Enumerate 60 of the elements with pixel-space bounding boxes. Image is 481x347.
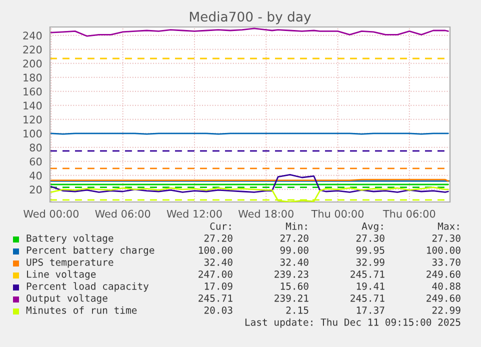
legend-label: Percent load capacity	[26, 282, 149, 292]
y-tick-label: 120	[24, 116, 42, 124]
text: 33.70	[432, 258, 460, 266]
legend-label: Output voltage	[26, 294, 108, 304]
text: 27.20	[280, 234, 308, 242]
text: 245.71	[350, 270, 384, 278]
x-tick-label: Wed 12:00	[166, 210, 222, 218]
x-tick-label: Thu 00:00	[311, 210, 364, 218]
y-tick-label: 80	[30, 144, 42, 152]
text: 239.23	[274, 270, 308, 278]
text: 20.03	[204, 306, 232, 314]
text: 15.60	[280, 282, 308, 290]
legend-label: UPS temperature	[26, 258, 114, 268]
x-tick-label: Thu 06:00	[382, 210, 436, 218]
text: 32.40	[280, 258, 308, 266]
line-series	[50, 174, 449, 193]
x-tick-label: Wed 18:00	[238, 210, 294, 218]
legend-label: Minutes of run time	[26, 306, 137, 314]
text: 32.99	[356, 258, 384, 266]
text: 100.00	[427, 246, 460, 254]
text: 99.95	[356, 246, 384, 254]
y-tick-label: 100	[24, 130, 42, 138]
text: Cur:	[210, 222, 231, 230]
text: Min:	[286, 222, 307, 230]
text: Max:	[438, 222, 459, 230]
text: 22.99	[432, 306, 460, 314]
y-tick-label: 200	[23, 60, 42, 68]
text: 245.71	[198, 294, 232, 302]
text: 2.15	[286, 306, 308, 314]
y-tick-label: 180	[24, 74, 42, 82]
y-tick-label: 160	[24, 88, 42, 96]
text: 249.60	[426, 294, 460, 302]
text: 27.30	[432, 234, 460, 242]
y-tick-label: 40	[30, 172, 42, 180]
text: 19.41	[356, 282, 384, 290]
text: Last update: Thu Dec 11 09:15:00 2025	[245, 318, 460, 328]
text: Avg:	[362, 222, 383, 232]
legend-label: Line voltage	[27, 270, 96, 280]
chart-title: Media700 - by day	[190, 11, 311, 24]
text: 245.71	[350, 294, 384, 302]
legend-label: Percent battery charge	[26, 246, 154, 256]
y-tick-label: 20	[30, 186, 42, 194]
x-tick-label: Wed 06:00	[95, 210, 150, 218]
x-tick-label: Wed 00:00	[24, 210, 79, 218]
text: 247.00	[198, 270, 232, 278]
text: 40.88	[432, 282, 460, 290]
text: 100.00	[199, 246, 232, 254]
legend-label: Battery voltage	[26, 234, 114, 244]
text: 239.21	[274, 294, 308, 302]
text: 99.00	[280, 246, 308, 254]
y-tick-label: 220	[23, 46, 42, 54]
text: 17.37	[356, 306, 384, 314]
y-tick-label: 140	[24, 102, 42, 110]
text: 17.09	[204, 282, 232, 290]
text: 27.30	[356, 234, 384, 242]
text: 32.40	[204, 258, 232, 266]
text: 27.20	[204, 234, 232, 242]
y-tick-label: 60	[30, 158, 42, 166]
y-tick-label: 240	[23, 32, 42, 40]
text: 249.60	[426, 270, 460, 278]
